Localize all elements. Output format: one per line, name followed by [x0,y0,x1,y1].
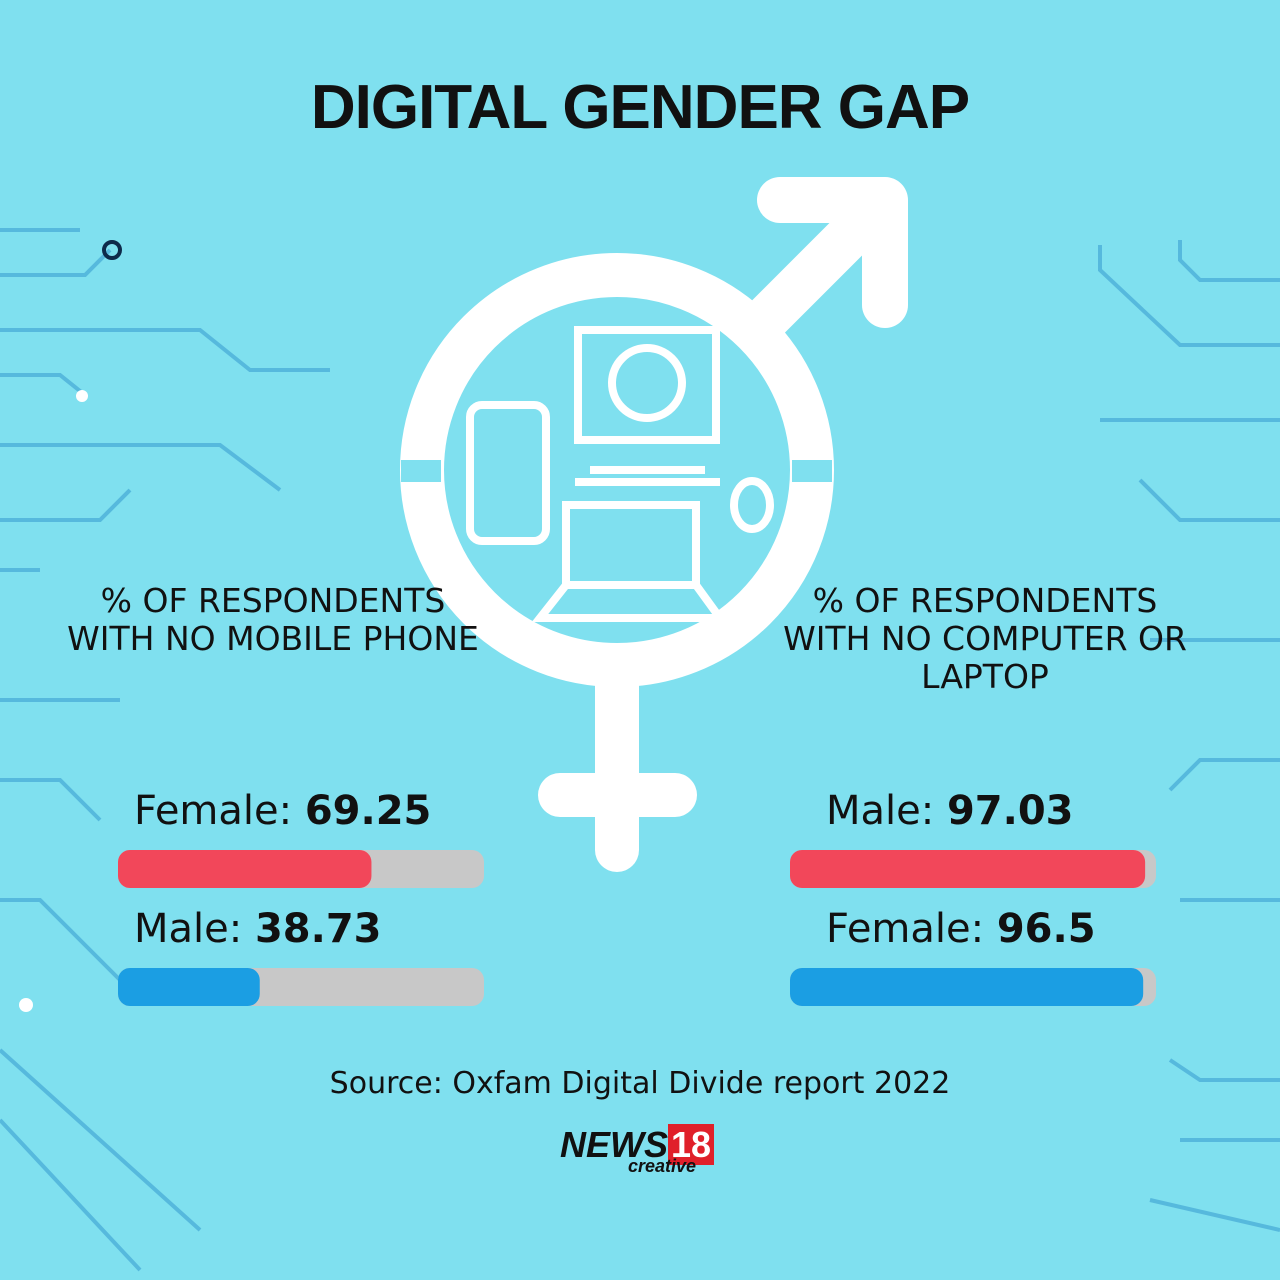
value-label: 69.25 [304,788,432,834]
title: DIGITAL GENDER GAP [310,73,970,142]
panel-title: % OF RESPONDENTS WITH NO COMPUTER OR LAP… [783,581,1187,696]
bar [790,850,1146,888]
logo-tag: creative [628,1156,697,1176]
category-label: Female: [826,906,985,952]
row-label: Female: 69.25 [134,788,431,834]
circuit-node [102,240,122,260]
bar [790,968,1144,1006]
bar [118,968,260,1006]
circuit-node [76,390,88,402]
value-label: 96.5 [996,906,1096,952]
logo-brand: NEWS [560,1124,668,1165]
row-label: Male: 38.73 [134,906,381,952]
symbol-gap [401,460,441,482]
bar [118,850,372,888]
circuit-node [19,998,33,1012]
row-label: Female: 96.5 [826,906,1096,952]
value-label: 97.03 [946,788,1074,834]
gender-symbol [400,177,908,872]
row-label: Male: 97.03 [826,788,1073,834]
category-label: Male: [134,906,243,952]
circuit-lines [0,228,1280,1272]
symbol-gap [792,460,832,482]
category-label: Male: [826,788,935,834]
category-label: Female: [134,788,293,834]
panel-title: % OF RESPONDENTS WITH NO MOBILE PHONE [67,581,479,658]
device-icons [466,326,774,622]
logo: NEWS18 creative [560,1124,715,1177]
value-label: 38.73 [254,906,382,952]
logo-number: 18 [668,1124,715,1165]
source: Source: Oxfam Digital Divide report 2022 [329,1066,951,1101]
